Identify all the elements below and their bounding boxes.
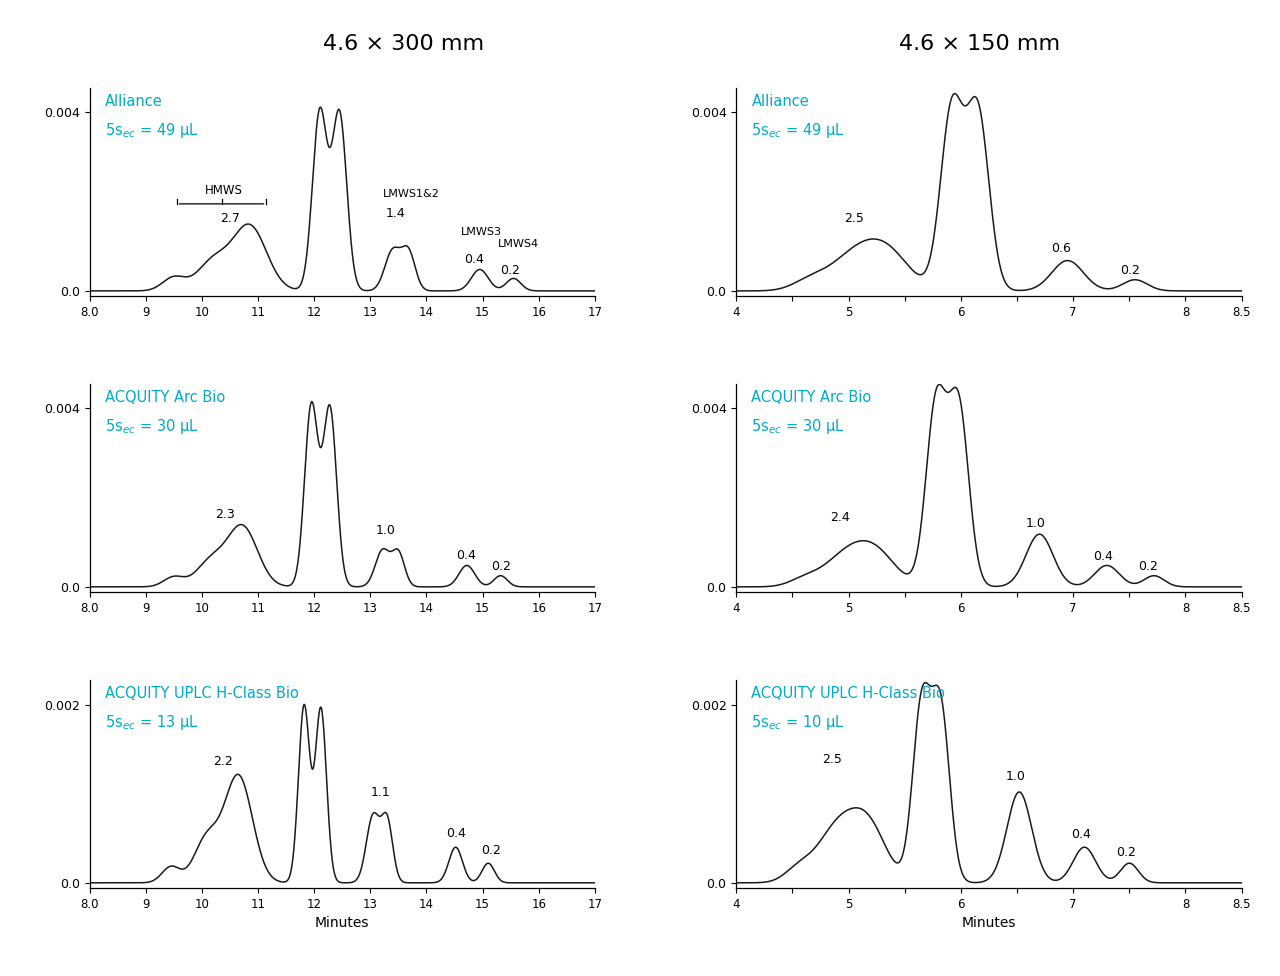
Text: 2.7: 2.7 bbox=[220, 212, 239, 224]
Text: 2.5: 2.5 bbox=[845, 212, 864, 224]
Text: 4.6 × 300 mm: 4.6 × 300 mm bbox=[323, 34, 484, 54]
Text: 0.4: 0.4 bbox=[1071, 829, 1091, 841]
Text: 5s$_{ec}$ = 13 μL: 5s$_{ec}$ = 13 μL bbox=[105, 713, 198, 732]
Text: 2.3: 2.3 bbox=[215, 508, 236, 520]
Text: 0.2: 0.2 bbox=[492, 560, 511, 573]
Text: 2.5: 2.5 bbox=[822, 752, 842, 765]
Text: LMWS3: LMWS3 bbox=[461, 227, 502, 237]
Text: 1.0: 1.0 bbox=[1006, 770, 1025, 784]
Text: Alliance: Alliance bbox=[751, 94, 809, 109]
Text: 0.4: 0.4 bbox=[1093, 550, 1114, 563]
Text: 1.0: 1.0 bbox=[1027, 516, 1046, 530]
Text: 2.2: 2.2 bbox=[214, 755, 233, 768]
Text: LMWS1&2: LMWS1&2 bbox=[383, 189, 439, 199]
Text: 0.2: 0.2 bbox=[481, 844, 502, 857]
Text: 2.4: 2.4 bbox=[829, 510, 850, 524]
Text: 0.2: 0.2 bbox=[1138, 560, 1158, 573]
Text: Alliance: Alliance bbox=[105, 94, 163, 109]
Text: ACQUITY Arc Bio: ACQUITY Arc Bio bbox=[751, 390, 872, 405]
Text: HMWS: HMWS bbox=[205, 184, 243, 197]
Text: 5s$_{ec}$ = 49 μL: 5s$_{ec}$ = 49 μL bbox=[751, 121, 845, 141]
Text: 1.0: 1.0 bbox=[376, 524, 396, 537]
Text: 0.6: 0.6 bbox=[1051, 242, 1070, 255]
Text: 0.4: 0.4 bbox=[465, 253, 485, 266]
Text: 4.6 × 150 mm: 4.6 × 150 mm bbox=[899, 34, 1060, 54]
Text: 5s$_{ec}$ = 49 μL: 5s$_{ec}$ = 49 μL bbox=[105, 121, 198, 141]
Text: 5s$_{ec}$ = 10 μL: 5s$_{ec}$ = 10 μL bbox=[751, 713, 845, 732]
Text: 0.2: 0.2 bbox=[1120, 264, 1140, 277]
Text: ACQUITY Arc Bio: ACQUITY Arc Bio bbox=[105, 390, 225, 405]
Text: 0.4: 0.4 bbox=[456, 549, 475, 562]
Text: 1.1: 1.1 bbox=[370, 786, 390, 798]
Text: 1.4: 1.4 bbox=[387, 207, 406, 221]
Text: ACQUITY UPLC H-Class Bio: ACQUITY UPLC H-Class Bio bbox=[105, 686, 298, 701]
Text: ACQUITY UPLC H-Class Bio: ACQUITY UPLC H-Class Bio bbox=[751, 686, 946, 701]
Text: 0.2: 0.2 bbox=[1116, 846, 1135, 859]
X-axis label: Minutes: Minutes bbox=[961, 916, 1016, 930]
Text: LMWS4: LMWS4 bbox=[498, 239, 539, 249]
X-axis label: Minutes: Minutes bbox=[315, 916, 370, 930]
Text: 0.4: 0.4 bbox=[447, 827, 466, 839]
Text: 0.2: 0.2 bbox=[500, 264, 521, 277]
Text: 5s$_{ec}$ = 30 μL: 5s$_{ec}$ = 30 μL bbox=[105, 417, 198, 436]
Text: 5s$_{ec}$ = 30 μL: 5s$_{ec}$ = 30 μL bbox=[751, 417, 845, 436]
